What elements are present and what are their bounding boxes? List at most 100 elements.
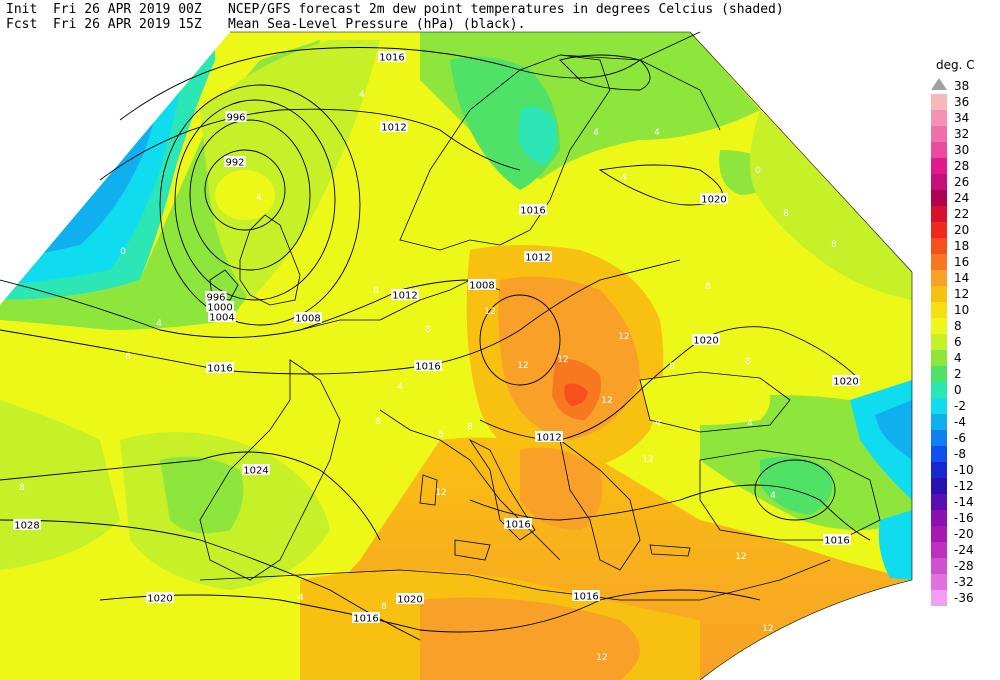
legend-value: 24 (954, 191, 969, 205)
legend-swatch (931, 382, 947, 398)
title-line-2: Mean Sea-Level Pressure (hPa) (black). (228, 17, 526, 32)
isobar-label-bg (396, 593, 424, 604)
dewpoint-label: 8 (467, 422, 473, 432)
legend-swatch (931, 94, 947, 110)
isobar-label-bg (535, 431, 563, 442)
legend-swatch (931, 174, 947, 190)
dewpoint-label: 8 (745, 357, 751, 367)
legend-value: -12 (954, 479, 974, 493)
isobar-label: 1016 (505, 520, 530, 531)
legend-unit: deg. C (936, 58, 975, 72)
legend-swatch (931, 270, 947, 286)
legend-value: 8 (954, 319, 962, 333)
legend-swatch (931, 430, 947, 446)
legend-value: -28 (954, 559, 974, 573)
legend-value: 38 (954, 79, 969, 93)
isobar-label-bg (13, 519, 41, 530)
dewpoint-label: 4 (621, 173, 627, 183)
dewpoint-label: 12 (484, 307, 495, 317)
isobar-label: 1000 (207, 303, 232, 314)
dewpoint-label: 8 (831, 240, 837, 250)
legend-value: 0 (954, 383, 962, 397)
coastlines (199, 54, 881, 601)
legend-value: -2 (954, 399, 966, 413)
isobar-label: 1012 (392, 291, 417, 302)
dewpoint-label: 12 (435, 488, 446, 498)
dewpoint-label: 4 (747, 419, 753, 429)
init-line: Init Fri 26 APR 2019 00Z (6, 2, 202, 17)
legend-swatch (931, 350, 947, 366)
legend-value: 10 (954, 303, 969, 317)
isobar-label: 1016 (379, 53, 404, 64)
isobar-label: 1012 (525, 253, 550, 264)
isobar-label: 1008 (469, 281, 494, 292)
isobar-label: 1020 (397, 595, 422, 606)
isobar-label-bg (832, 375, 860, 386)
color-legend: deg. C3836343230282624222018161412108642… (931, 58, 975, 606)
isobar-label: 1016 (824, 536, 849, 547)
legend-swatch (931, 398, 947, 414)
legend-swatch (931, 222, 947, 238)
legend-value: -32 (954, 575, 974, 589)
isobar-label-bg (224, 156, 246, 167)
isobar-label-bg (519, 204, 547, 215)
legend-value: -16 (954, 511, 974, 525)
dewpoint-label: 6 (438, 430, 444, 440)
isobar-label: 992 (225, 158, 244, 169)
isobar-label-bg (206, 362, 234, 373)
legend-swatch (931, 142, 947, 158)
dewpoint-label: 8 (375, 417, 381, 427)
legend-value: -6 (954, 431, 966, 445)
isobar-label-bg (414, 360, 442, 371)
legend-value: 14 (954, 271, 969, 285)
legend-value: -14 (954, 495, 974, 509)
dewpoint-label: 4 (770, 491, 776, 501)
legend-value: 28 (954, 159, 969, 173)
dewpoint-label: 8 (125, 352, 131, 362)
map-border (230, 31, 913, 680)
isobar-label-bg (208, 311, 236, 322)
dewpoint-label: 8 (381, 602, 387, 612)
legend-value: -10 (954, 463, 974, 477)
dewpoint-label: 4 (256, 193, 262, 203)
legend-swatch (931, 510, 947, 526)
isobar-label-bg (692, 334, 720, 345)
legend-swatch (931, 302, 947, 318)
dewpoint-label: 8 (669, 362, 675, 372)
dewpoint-label: 4 (298, 593, 304, 603)
legend-swatch (931, 206, 947, 222)
legend-value: 2 (954, 367, 962, 381)
dewpoint-label: 12 (517, 361, 528, 371)
isobar-label: 1016 (415, 362, 440, 373)
legend-value: 16 (954, 255, 969, 269)
dewpoint-label: 4 (654, 128, 660, 138)
isobar-label: 1020 (833, 377, 858, 388)
isobar-label: 996 (226, 113, 245, 124)
isobar-label: 1016 (207, 364, 232, 375)
legend-swatch (931, 190, 947, 206)
legend-arrow (931, 78, 947, 90)
legend-swatch (931, 542, 947, 558)
legend-swatch (931, 478, 947, 494)
dewpoint-label: 8 (19, 483, 25, 493)
isobar-label-bg (823, 534, 851, 545)
dewpoint-label: 12 (762, 624, 773, 634)
legend-value: 20 (954, 223, 969, 237)
dewpoint-label: 8 (373, 286, 379, 296)
legend-value: 6 (954, 335, 962, 349)
dewpoint-label: 12 (596, 653, 607, 663)
isobar-label-bg (572, 590, 600, 601)
isobar-label: 1016 (353, 614, 378, 625)
legend-swatch (931, 558, 947, 574)
legend-value: 32 (954, 127, 969, 141)
isobar-label: 1008 (295, 314, 320, 325)
dewpoint-label: 8 (705, 282, 711, 292)
dewpoint-label: 12 (618, 332, 629, 342)
isobar-label-bg (504, 518, 532, 529)
isobar-label: 1016 (520, 206, 545, 217)
legend-swatch (931, 414, 947, 430)
fcst-time: Fri 26 APR 2019 15Z (52, 17, 202, 32)
dewpoint-label: 0 (755, 166, 761, 176)
